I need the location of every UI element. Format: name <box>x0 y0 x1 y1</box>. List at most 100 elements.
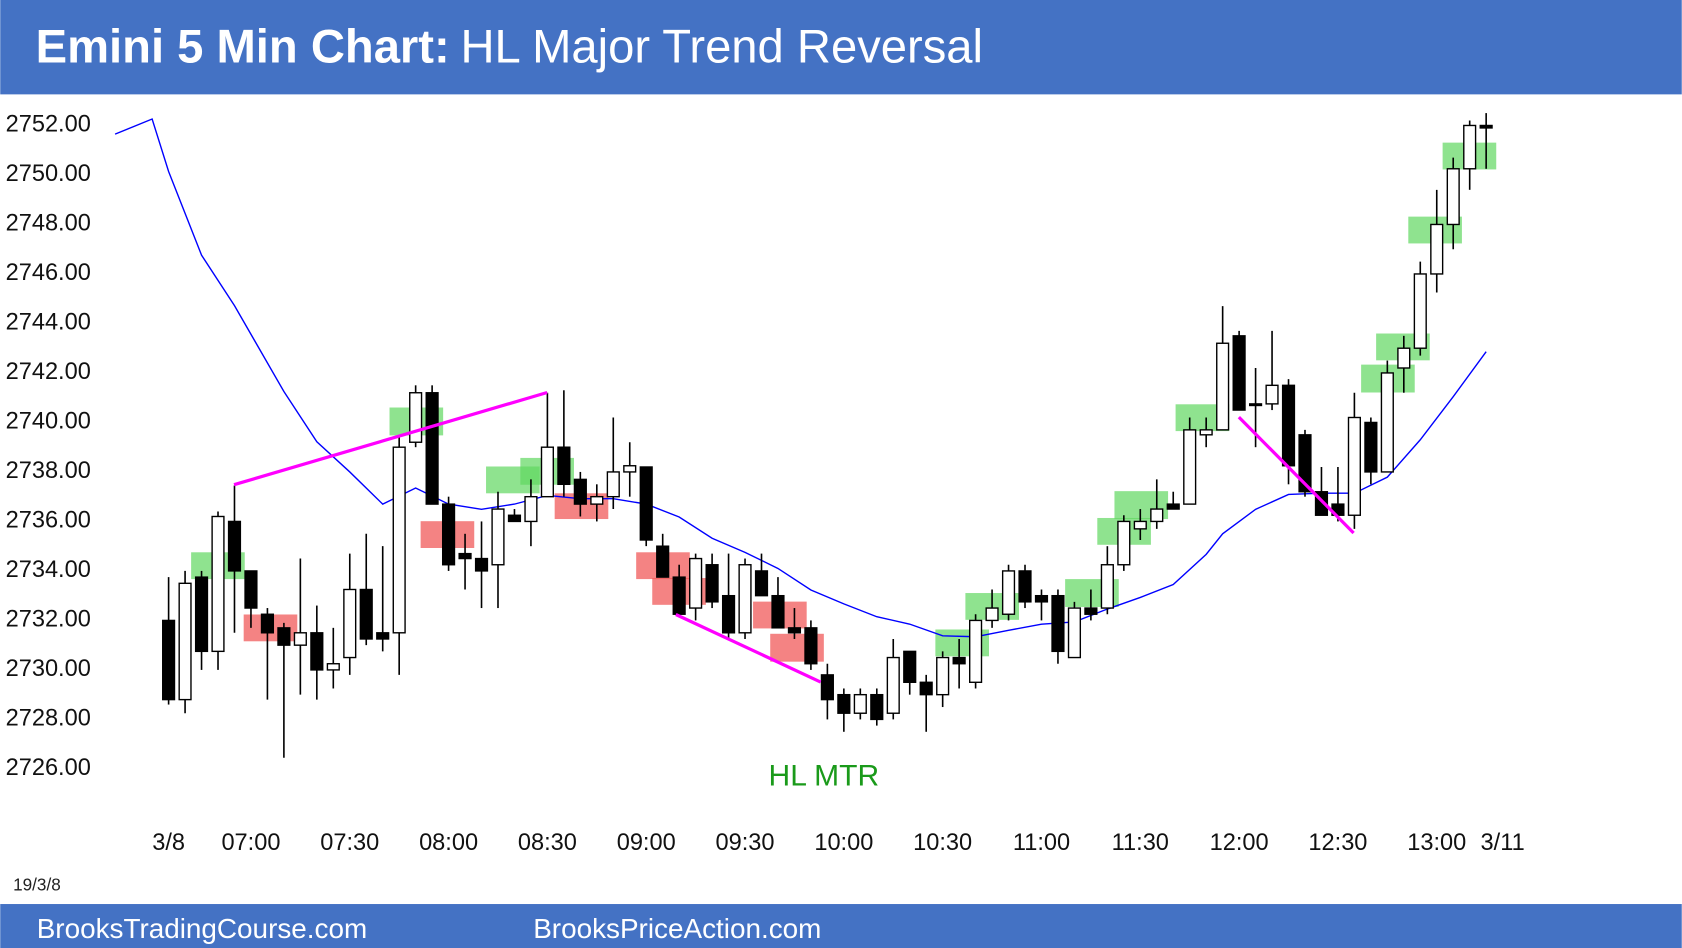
candle-body <box>1150 508 1164 523</box>
x-tick-label: 11:00 <box>1013 829 1070 855</box>
trend-line <box>233 390 548 487</box>
candle-body <box>409 392 423 443</box>
candle-body <box>260 613 275 634</box>
candle-body <box>1380 372 1394 473</box>
candle-body <box>1364 421 1378 473</box>
y-tick-label: 2732.00 <box>6 606 91 632</box>
candle-body <box>721 594 736 634</box>
candle-body <box>1413 273 1427 349</box>
candle-body <box>244 570 258 609</box>
y-tick-label: 2738.00 <box>6 457 91 483</box>
candle-body <box>837 693 851 714</box>
candle-body <box>1265 384 1279 405</box>
candle-body <box>1018 570 1032 603</box>
x-tick-label: 07:00 <box>221 829 280 855</box>
date-label: 19/3/8 <box>13 874 61 894</box>
candle-body <box>590 495 604 505</box>
footer-text: BrooksTradingCourse.com <box>37 913 368 944</box>
candle-body <box>1216 342 1230 431</box>
candle-body <box>623 465 637 473</box>
candle-body <box>293 632 307 646</box>
candle-body <box>425 392 439 505</box>
candle-body <box>853 693 867 714</box>
candle-body <box>507 514 522 523</box>
candle-body <box>458 552 472 560</box>
candle-body <box>1430 223 1444 275</box>
candle-body <box>1397 347 1411 369</box>
x-tick-label: 07:30 <box>320 829 379 855</box>
title-bold: Emini 5 Min Chart: <box>36 20 450 73</box>
trend-line <box>675 613 822 684</box>
candle-body <box>606 471 620 498</box>
candle-body <box>1034 594 1049 603</box>
y-tick-label: 2748.00 <box>6 210 91 236</box>
y-tick-label: 2740.00 <box>6 408 91 434</box>
candle-body <box>1067 607 1082 659</box>
x-tick-label: 08:30 <box>518 829 577 855</box>
candle-body <box>557 446 571 486</box>
y-tick-label: 2744.00 <box>6 309 91 335</box>
trend-line <box>1237 416 1355 535</box>
candle-body <box>359 588 373 640</box>
candle-body <box>1117 520 1131 566</box>
candle-body <box>326 663 340 671</box>
trend-lines <box>233 390 1355 684</box>
y-tick-label: 2728.00 <box>6 705 91 731</box>
candle-body <box>227 520 242 572</box>
candle-body <box>754 570 769 597</box>
candle-body <box>886 656 900 714</box>
x-tick-label: 10:00 <box>814 829 873 855</box>
candle-body <box>524 495 538 523</box>
candle-body <box>491 508 505 566</box>
candle-body <box>441 503 456 566</box>
candle-body <box>1183 429 1197 505</box>
y-tick-label: 2736.00 <box>6 507 91 533</box>
candle-body <box>1133 520 1147 530</box>
candle-body <box>1446 168 1460 226</box>
candle-body <box>1166 503 1180 510</box>
y-tick-label: 2730.00 <box>6 655 91 681</box>
ema-line <box>114 118 1487 638</box>
y-tick-label: 2752.00 <box>6 111 91 137</box>
candle-body <box>1100 564 1114 609</box>
candle-body <box>771 594 785 629</box>
candle-body <box>787 627 802 634</box>
candle-body <box>804 627 818 665</box>
x-tick-label: 12:30 <box>1308 829 1367 855</box>
candle-body <box>540 446 554 498</box>
candle-body <box>1199 429 1213 436</box>
x-tick-label: 09:30 <box>716 829 775 855</box>
x-tick-label: 3/8 <box>152 829 185 855</box>
candle-body <box>1232 335 1246 411</box>
annotation: HL MTR <box>769 759 880 792</box>
header-band <box>0 0 1682 95</box>
candle-body <box>310 632 324 671</box>
highlights <box>191 142 1497 662</box>
candle-body <box>969 619 983 683</box>
x-tick-label: 08:00 <box>419 829 478 855</box>
y-tick-label: 2750.00 <box>6 160 91 186</box>
candle-body <box>1248 403 1263 407</box>
candle-body <box>1463 124 1477 170</box>
y-tick-label: 2726.00 <box>6 754 91 780</box>
candle-body <box>343 588 357 659</box>
candle-body <box>705 564 719 603</box>
candle-body <box>919 681 933 696</box>
candle-body <box>1281 384 1296 467</box>
title-rest: HL Major Trend Reversal <box>460 20 983 73</box>
candle-body <box>178 582 192 701</box>
x-tick-label: 10:30 <box>913 829 972 855</box>
candle-body <box>1051 594 1065 653</box>
x-tick-label: 11:30 <box>1112 829 1169 855</box>
candle-body <box>656 545 670 578</box>
candle-body <box>376 632 390 640</box>
plot-area: 2726.00 2728.00 2730.00 2732.00 2734.00 2736.… <box>6 111 1525 856</box>
candle-body <box>1001 570 1016 615</box>
footer-band <box>0 904 1682 948</box>
candle-body <box>985 607 999 622</box>
candle-body <box>392 446 406 634</box>
candle-body <box>211 515 225 653</box>
candle-body <box>952 656 966 665</box>
